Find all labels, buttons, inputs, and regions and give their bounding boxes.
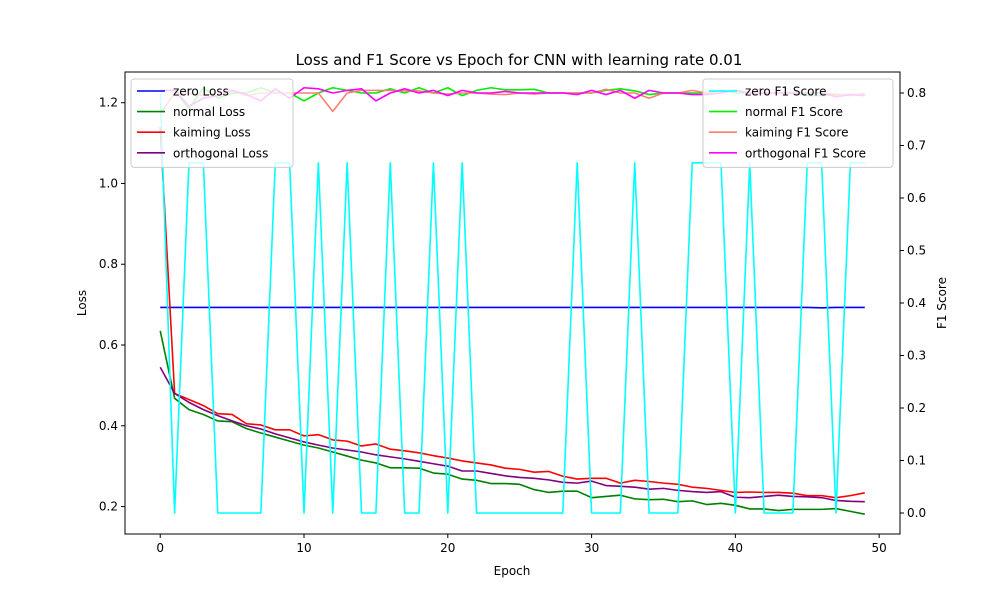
legend-label-kaiming-loss: kaiming Loss [173, 126, 251, 140]
y2-tick-label: 0.6 [907, 191, 926, 205]
x-axis-label: Epoch [494, 564, 531, 578]
series-line-normal-loss [160, 331, 865, 514]
y2-tick-label: 0.1 [907, 454, 926, 468]
x-axis-ticks: 0 10 20 30 40 50 [156, 534, 886, 555]
y-axis-label: Loss [75, 290, 89, 316]
y-tick-label: 0.8 [99, 257, 118, 271]
x-tick-label: 40 [728, 541, 743, 555]
legend-label-orthogonal-f1-score: orthogonal F1 Score [745, 146, 866, 160]
legend-label-normal-f1-score: normal F1 Score [745, 105, 843, 119]
y2-tick-label: 0.2 [907, 401, 926, 415]
y2-tick-label: 0.4 [907, 296, 926, 310]
legend-label-zero-loss: zero Loss [173, 85, 229, 99]
x-tick-label: 0 [156, 541, 164, 555]
y-tick-label: 1.2 [99, 96, 118, 110]
x-tick-label: 50 [872, 541, 887, 555]
y2-axis-label: F1 Score [935, 277, 949, 329]
y2-tick-label: 0.0 [907, 506, 926, 520]
series-line-kaiming-loss [160, 127, 865, 498]
legend-loss: zero Loss normal Loss kaiming Loss orthogon… [131, 79, 293, 167]
legend-label-zero-f1-score: zero F1 Score [745, 85, 826, 99]
legend-label-normal-loss: normal Loss [173, 105, 245, 119]
y-axis-ticks: 0.2 0.4 0.6 0.8 1.0 1.2 [99, 96, 125, 514]
legend-f1: zero F1 Score normal F1 Score kaiming F1 S… [703, 79, 893, 167]
y-tick-label: 1.0 [99, 176, 118, 190]
y-tick-label: 0.2 [99, 500, 118, 514]
y2-tick-label: 0.5 [907, 244, 926, 258]
y2-axis-ticks: 0.0 0.1 0.2 0.3 0.4 0.5 0.6 0.7 0.8 [900, 86, 926, 520]
y2-tick-label: 0.3 [907, 349, 926, 363]
x-tick-label: 20 [440, 541, 455, 555]
y2-tick-label: 0.7 [907, 139, 926, 153]
y2-tick-label: 0.8 [907, 86, 926, 100]
y-tick-label: 0.6 [99, 338, 118, 352]
chart-title: Loss and F1 Score vs Epoch for CNN with … [296, 51, 743, 69]
y-tick-label: 0.4 [99, 419, 118, 433]
legend-label-kaiming-f1-score: kaiming F1 Score [745, 126, 848, 140]
x-tick-label: 30 [584, 541, 599, 555]
legend-label-orthogonal-loss: orthogonal Loss [173, 146, 268, 160]
x-tick-label: 10 [296, 541, 311, 555]
